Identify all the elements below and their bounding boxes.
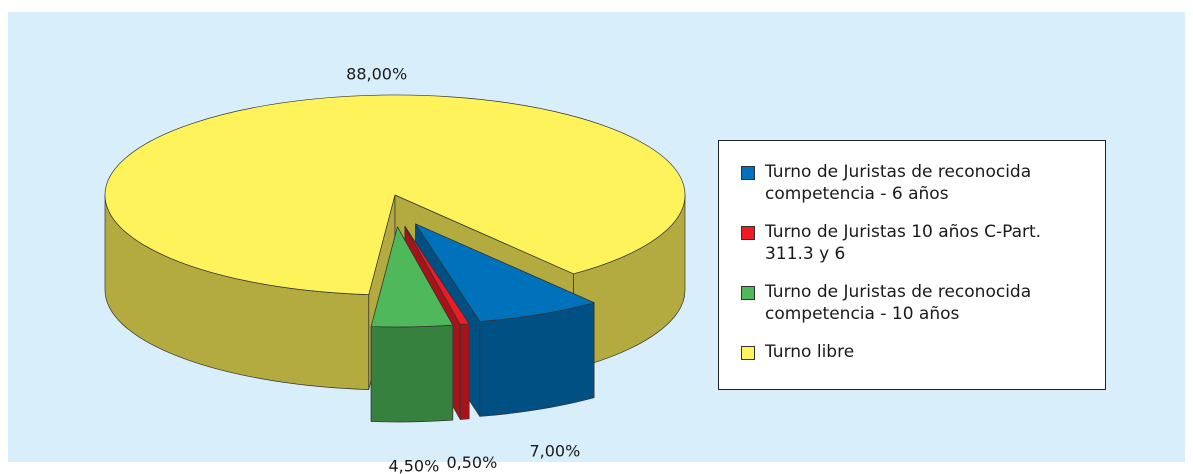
legend-swatch [741,166,755,180]
slice-side [370,324,454,423]
legend-label: Turno de Juristas de reconocida competen… [765,162,1032,204]
legend-item: Turno de Juristas 10 años C-Part. 311.3 … [741,221,1089,265]
legend-swatch [741,226,755,240]
legend-item: Turno de Juristas de reconocida competen… [741,161,1089,205]
data-label: 0,50% [446,453,497,472]
legend-item: Turno de Juristas de reconocida competen… [741,281,1089,325]
legend-label: Turno libre [765,342,855,362]
slice-side [459,323,470,420]
legend: Turno de Juristas de reconocida competen… [718,140,1106,390]
data-label: 88,00% [346,65,407,84]
legend-label: Turno de Juristas de reconocida competen… [765,282,1032,324]
slice [104,94,686,295]
legend-swatch [741,286,755,300]
legend-swatch [741,346,755,360]
slice [415,223,595,322]
data-label: 4,50% [388,456,439,474]
legend-label: Turno de Juristas 10 años C-Part. 311.3 … [765,222,1042,264]
slice [404,225,470,325]
data-label: 7,00% [529,441,580,460]
legend-item: Turno libre [741,341,1089,363]
slice [370,226,454,328]
